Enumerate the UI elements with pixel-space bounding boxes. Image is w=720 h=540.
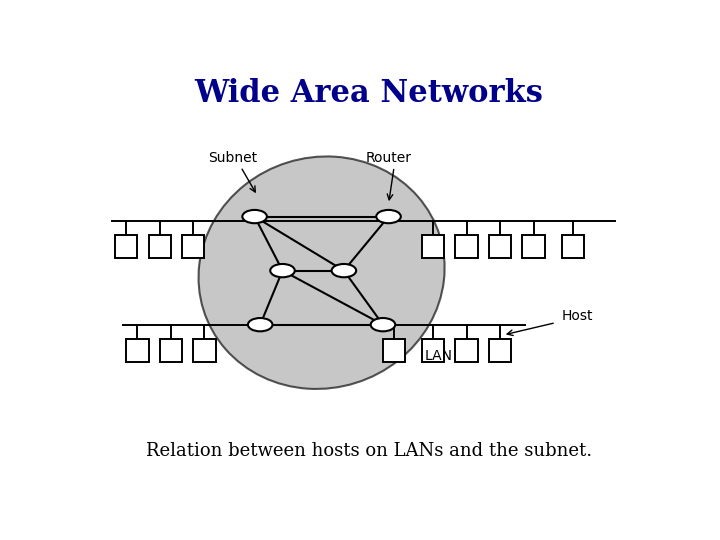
Ellipse shape bbox=[248, 318, 272, 332]
Bar bbox=[456, 235, 478, 258]
Ellipse shape bbox=[332, 264, 356, 277]
Ellipse shape bbox=[377, 210, 401, 223]
Ellipse shape bbox=[199, 157, 445, 389]
Text: Router: Router bbox=[366, 151, 412, 165]
Bar bbox=[422, 235, 444, 258]
Ellipse shape bbox=[371, 318, 395, 332]
Bar bbox=[383, 339, 405, 362]
Bar bbox=[193, 339, 215, 362]
Text: Subnet: Subnet bbox=[208, 151, 257, 165]
Bar bbox=[523, 235, 545, 258]
Bar bbox=[489, 235, 511, 258]
Bar bbox=[148, 235, 171, 258]
Bar bbox=[126, 339, 148, 362]
Bar bbox=[115, 235, 138, 258]
Ellipse shape bbox=[270, 264, 294, 277]
Text: LAN: LAN bbox=[425, 349, 453, 363]
Ellipse shape bbox=[243, 210, 267, 223]
Bar bbox=[182, 235, 204, 258]
Bar bbox=[160, 339, 182, 362]
Text: Host: Host bbox=[562, 309, 593, 323]
Text: Relation between hosts on LANs and the subnet.: Relation between hosts on LANs and the s… bbox=[146, 442, 592, 461]
Bar bbox=[456, 339, 478, 362]
Bar bbox=[422, 339, 444, 362]
Text: Wide Area Networks: Wide Area Networks bbox=[194, 78, 544, 110]
Bar bbox=[489, 339, 511, 362]
Bar bbox=[562, 235, 584, 258]
